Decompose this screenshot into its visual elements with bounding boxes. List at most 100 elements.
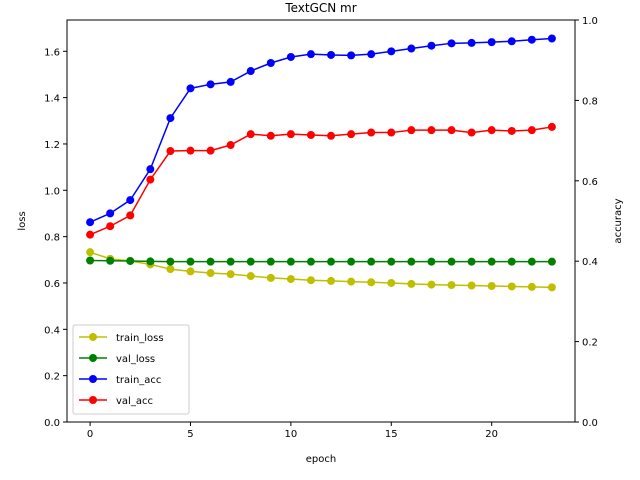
x-tick-label: 15 — [385, 429, 398, 440]
point-val_loss — [487, 257, 496, 266]
y-tick-label-left: 0.2 — [44, 372, 60, 383]
point-val_loss — [427, 257, 436, 266]
point-val_loss — [527, 257, 536, 266]
point-val_loss — [347, 257, 356, 266]
point-train_loss — [507, 282, 516, 291]
x-tick-label: 10 — [285, 429, 298, 440]
point-val_loss — [547, 257, 556, 266]
point-train_acc — [367, 50, 376, 59]
point-val_loss — [126, 256, 135, 265]
point-train_loss — [186, 267, 195, 276]
y-tick-label-left: 1.4 — [44, 94, 60, 105]
point-train_loss — [206, 269, 215, 278]
point-train_loss — [246, 272, 255, 281]
y-tick-label-right: 1.0 — [582, 16, 598, 27]
point-val_acc — [447, 126, 456, 135]
x-tick-label: 5 — [187, 429, 193, 440]
point-train_loss — [447, 281, 456, 290]
point-train_loss — [407, 279, 416, 288]
point-val_acc — [106, 222, 115, 231]
point-train_acc — [246, 67, 255, 76]
point-train_acc — [447, 39, 456, 48]
point-val_acc — [487, 126, 496, 135]
y-axis-label-right: accuracy — [613, 198, 624, 243]
point-train_acc — [86, 218, 95, 227]
point-val_loss — [467, 257, 476, 266]
point-train_acc — [226, 77, 235, 86]
point-train_acc — [266, 59, 275, 68]
point-train_acc — [407, 44, 416, 53]
point-train_loss — [306, 276, 315, 285]
point-val_acc — [266, 131, 275, 140]
point-train_loss — [226, 270, 235, 279]
point-val_acc — [126, 211, 135, 220]
point-train_acc — [306, 50, 315, 59]
y-tick-label-left: 0.4 — [44, 325, 60, 336]
point-train_loss — [387, 278, 396, 287]
y-tick-label-left: 0.6 — [44, 279, 60, 290]
point-val_loss — [387, 257, 396, 266]
point-train_loss — [347, 277, 356, 286]
y-tick-label-right: 0.8 — [582, 96, 598, 107]
point-val_loss — [507, 257, 516, 266]
y-tick-label-right: 0.6 — [582, 177, 598, 188]
point-val_acc — [507, 126, 516, 135]
point-train_acc — [527, 35, 536, 44]
point-train_loss — [327, 276, 336, 285]
point-val_acc — [327, 131, 336, 140]
point-val_loss — [306, 257, 315, 266]
point-train_acc — [186, 84, 195, 93]
legend-label-val_acc: val_acc — [116, 396, 153, 407]
point-val_loss — [367, 257, 376, 266]
point-train_loss — [527, 282, 536, 291]
x-axis-label: epoch — [306, 454, 336, 465]
point-val_acc — [547, 122, 556, 131]
series-layer — [86, 34, 556, 292]
y-tick-label-left: 0.8 — [44, 233, 60, 244]
point-val_acc — [367, 128, 376, 137]
y-tick-label-right: 0.0 — [582, 418, 598, 429]
point-train_acc — [507, 37, 516, 46]
point-val_acc — [407, 126, 416, 135]
point-val_acc — [306, 130, 315, 139]
legend: train_loss val_loss train_acc val_acc — [72, 324, 190, 415]
point-val_acc — [166, 147, 175, 156]
point-val_acc — [527, 126, 536, 135]
legend-label-train_loss: train_loss — [116, 333, 164, 344]
y-tick-label-left: 0.0 — [44, 418, 60, 429]
point-val_loss — [447, 257, 456, 266]
point-train_acc — [427, 41, 436, 50]
point-val_acc — [146, 175, 155, 184]
y-tick-label-left: 1.6 — [44, 47, 60, 58]
point-val_acc — [387, 128, 396, 137]
point-val_acc — [246, 130, 255, 139]
point-train_acc — [146, 165, 155, 174]
point-val_acc — [186, 146, 195, 155]
point-val_loss — [206, 257, 215, 266]
legend-box — [72, 324, 190, 415]
point-val_acc — [467, 128, 476, 137]
point-train_loss — [86, 248, 95, 257]
legend-marker-train_loss — [89, 333, 97, 341]
y-tick-label-right: 0.4 — [582, 257, 598, 268]
point-val_loss — [266, 257, 275, 266]
point-val_loss — [86, 256, 95, 265]
point-val_loss — [327, 257, 336, 266]
plot-frame — [66, 19, 576, 423]
point-val_loss — [407, 257, 416, 266]
point-val_acc — [226, 141, 235, 150]
point-train_acc — [487, 38, 496, 47]
y-axis-label-left: loss — [17, 211, 28, 230]
point-train_acc — [387, 47, 396, 56]
point-val_acc — [206, 146, 215, 155]
y-tick-label-right: 0.2 — [582, 338, 598, 349]
point-train_acc — [126, 196, 135, 205]
point-train_acc — [547, 34, 556, 43]
point-val_loss — [106, 256, 115, 265]
point-train_acc — [467, 38, 476, 47]
point-train_loss — [427, 280, 436, 289]
legend-label-train_acc: train_acc — [116, 375, 161, 386]
point-train_acc — [286, 52, 295, 61]
point-val_loss — [226, 257, 235, 266]
